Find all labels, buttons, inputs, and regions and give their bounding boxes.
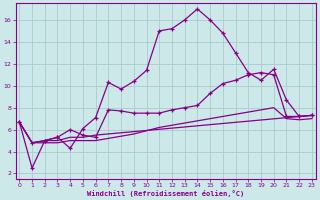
X-axis label: Windchill (Refroidissement éolien,°C): Windchill (Refroidissement éolien,°C) [87,190,244,197]
